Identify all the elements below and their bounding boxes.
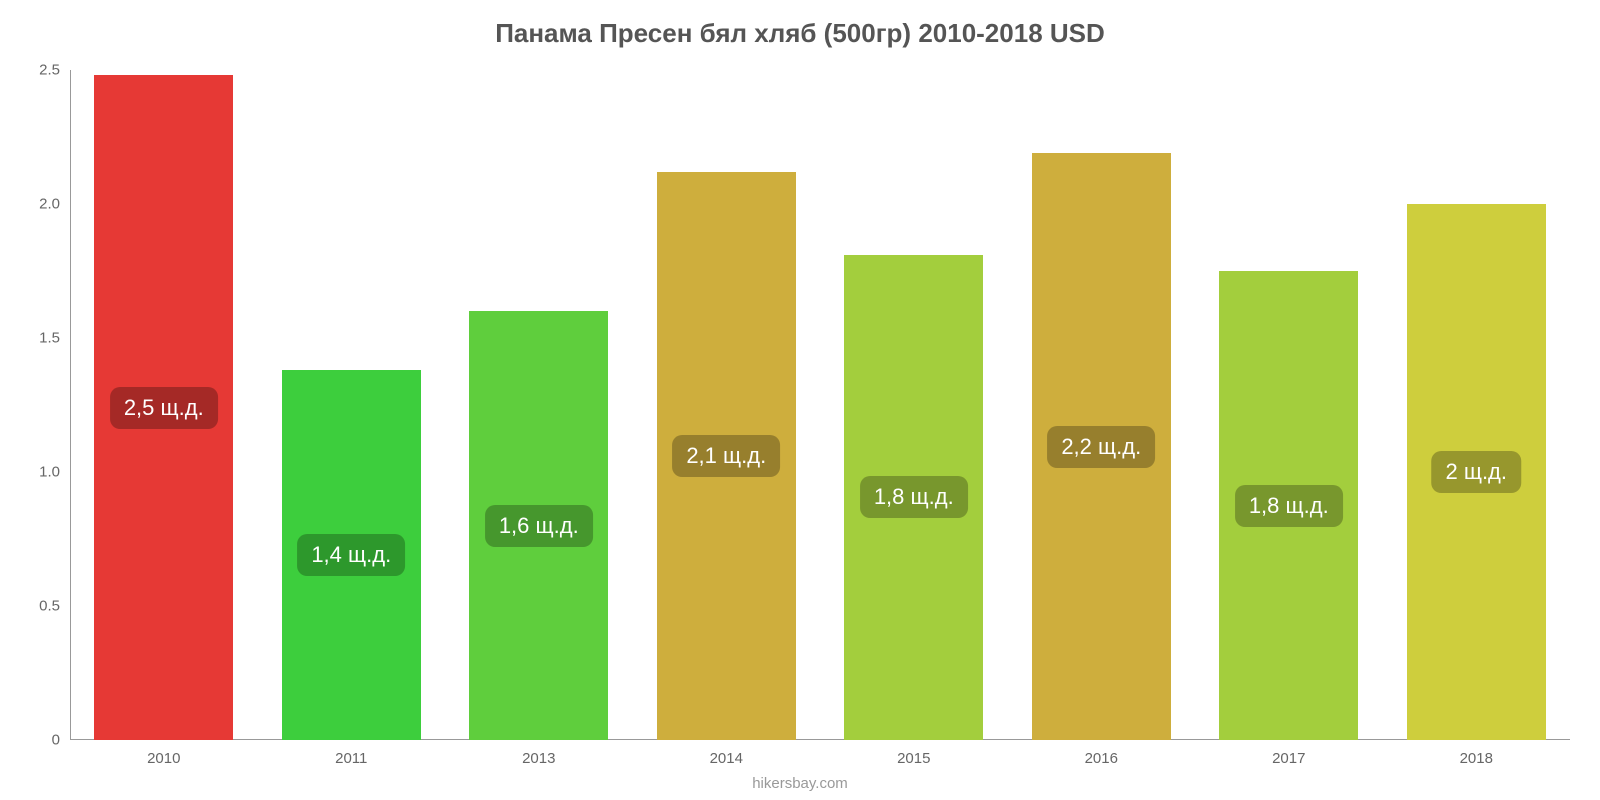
bar-slot: 1,8 щ.д.2015 [820,70,1008,740]
bar-value-label: 1,8 щ.д. [860,476,968,518]
bar-slot: 2,2 щ.д.2016 [1008,70,1196,740]
ytick-label: 1.5 [39,330,70,347]
bar: 1,8 щ.д. [1219,271,1358,740]
bar-value-label: 1,8 щ.д. [1235,485,1343,527]
ytick-label: 0 [52,732,70,749]
ytick-label: 0.5 [39,598,70,615]
bar-chart: Панама Пресен бял хляб (500гр) 2010-2018… [0,0,1600,800]
xtick-label: 2010 [147,740,180,767]
source-label: hikersbay.com [0,775,1600,792]
bars-container: 2,5 щ.д.20101,4 щ.д.20111,6 щ.д.20132,1 … [70,70,1570,740]
bar-value-label: 2 щ.д. [1431,451,1521,493]
xtick-label: 2016 [1085,740,1118,767]
bar-slot: 1,4 щ.д.2011 [258,70,446,740]
xtick-label: 2011 [335,740,367,767]
bar-value-label: 1,6 щ.д. [485,505,593,547]
bar: 1,8 щ.д. [844,255,983,740]
ytick-label: 1.0 [39,464,70,481]
bar-slot: 1,8 щ.д.2017 [1195,70,1383,740]
bar: 2 щ.д. [1407,204,1546,740]
bar-value-label: 1,4 щ.д. [297,534,405,576]
bar-value-label: 2,1 щ.д. [672,435,780,477]
xtick-label: 2013 [522,740,555,767]
bar: 2,1 щ.д. [657,172,796,740]
bar-slot: 2,1 щ.д.2014 [633,70,821,740]
chart-title: Панама Пресен бял хляб (500гр) 2010-2018… [0,0,1600,49]
bar-slot: 2 щ.д.2018 [1383,70,1571,740]
xtick-label: 2017 [1272,740,1305,767]
xtick-label: 2015 [897,740,930,767]
plot-area: 2,5 щ.д.20101,4 щ.д.20111,6 щ.д.20132,1 … [70,70,1570,740]
bar-slot: 2,5 щ.д.2010 [70,70,258,740]
xtick-label: 2018 [1460,740,1493,767]
bar-slot: 1,6 щ.д.2013 [445,70,633,740]
bar: 2,2 щ.д. [1032,153,1171,740]
bar-value-label: 2,2 щ.д. [1047,426,1155,468]
bar: 1,6 щ.д. [469,311,608,740]
xtick-label: 2014 [710,740,743,767]
ytick-label: 2.0 [39,196,70,213]
bar: 2,5 щ.д. [94,75,233,740]
bar-value-label: 2,5 щ.д. [110,387,218,429]
bar: 1,4 щ.д. [282,370,421,740]
ytick-label: 2.5 [39,62,70,79]
